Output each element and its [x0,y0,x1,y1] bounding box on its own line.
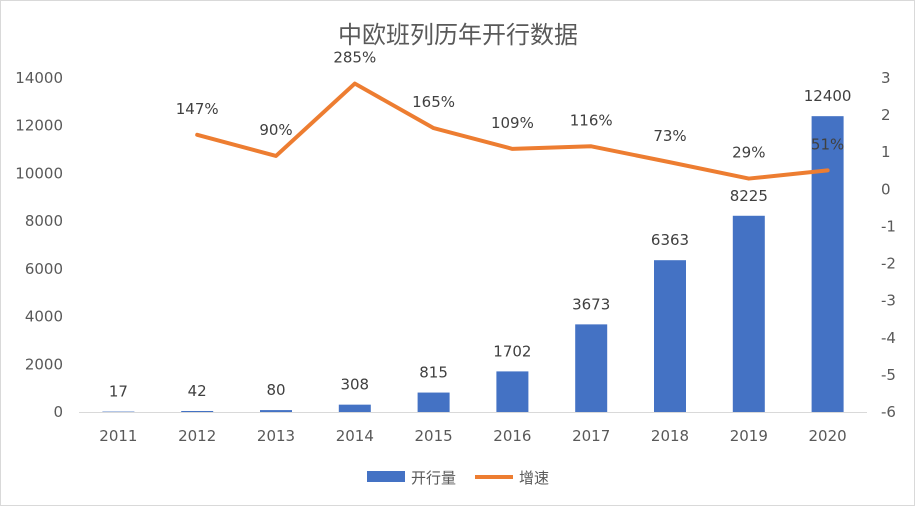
bars-layer [102,116,844,413]
growth-point [590,145,592,147]
line-layer [195,81,830,181]
bar-data-label: 815 [419,364,448,382]
bar [811,116,844,413]
bar [260,410,292,412]
growth-point [196,134,198,136]
bar-data-label: 17 [109,383,128,401]
growth-data-label: 29% [732,144,765,162]
labels-layer: 17 42 80 308 815 1702 3673 6363 8225 12400 147% 90%… [109,49,852,401]
y-right-tick-label: 1 [881,143,891,161]
bar [575,324,608,412]
y-left-tick-label: 8000 [25,212,63,230]
y-left-tick-label: 6000 [25,260,63,278]
y-left-tick-label: 2000 [25,355,63,373]
bar [732,215,765,412]
legend-swatch-bar [367,471,405,482]
bar [417,392,450,412]
x-tick-label: 2012 [178,427,216,445]
x-tick-label: 2018 [651,427,689,445]
bar [338,404,371,412]
bar-data-label: 8225 [730,187,768,205]
growth-data-label: 90% [259,121,292,139]
growth-point [511,148,513,150]
growth-point [275,155,277,157]
x-tick-label: 2014 [336,427,374,445]
bar [496,371,529,412]
bar-data-label: 6363 [651,231,689,249]
y-right-tick-label: -1 [881,217,896,235]
y-right-tick-label: 2 [881,106,891,124]
bar-data-label: 3673 [572,295,610,313]
x-tick-label: 2011 [99,427,137,445]
y-right-tick-label: 0 [881,180,891,198]
x-tick-label: 2013 [257,427,295,445]
x-tick-label: 2015 [415,427,453,445]
legend-label-bar: 开行量 [411,469,456,487]
growth-data-label: 51% [811,135,844,153]
growth-data-label: 285% [333,49,376,67]
y-left-tick-label: 12000 [15,117,63,135]
x-tick-label: 2016 [493,427,531,445]
growth-point [669,161,671,163]
legend: 开行量 增速 [367,469,549,487]
bar [181,410,214,412]
growth-data-label: 109% [491,114,534,132]
growth-data-label: 73% [653,127,686,145]
growth-data-label: 116% [570,111,613,129]
bar-data-label: 80 [266,381,285,399]
y-right-tick-label: -2 [881,255,896,273]
x-tick-label: 2020 [809,427,847,445]
bar-data-label: 12400 [804,87,852,105]
x-tick-label: 2017 [572,427,610,445]
y-left-tick-label: 4000 [25,308,63,326]
growth-point [748,178,750,180]
y-right-tick-label: -3 [881,292,896,310]
growth-data-label: 165% [412,93,455,111]
x-tick-label: 2019 [730,427,768,445]
growth-point [354,83,356,85]
y-right-tick-label: -4 [881,329,896,347]
y-left-tick-label: 0 [53,403,63,421]
y-right-tick-label: -5 [881,366,896,384]
bar [654,260,686,412]
growth-point [433,127,435,129]
bar-data-label: 1702 [493,342,531,360]
y-left-tick-label: 10000 [15,164,63,182]
bar-data-label: 308 [340,376,369,394]
growth-point [827,169,829,171]
y-right-tick-label: -6 [881,403,896,421]
growth-data-label: 147% [176,100,219,118]
y-right-tick-label: 3 [881,69,891,87]
y-left-tick-label: 14000 [15,69,63,87]
legend-label-line: 增速 [519,469,549,487]
axes-layer: 0 2000 4000 6000 8000 10000 12000 14000 -6 -5 -4 -3… [15,69,896,445]
chart-title: 中欧班列历年开行数据 [338,21,578,49]
bar-data-label: 42 [188,382,207,400]
